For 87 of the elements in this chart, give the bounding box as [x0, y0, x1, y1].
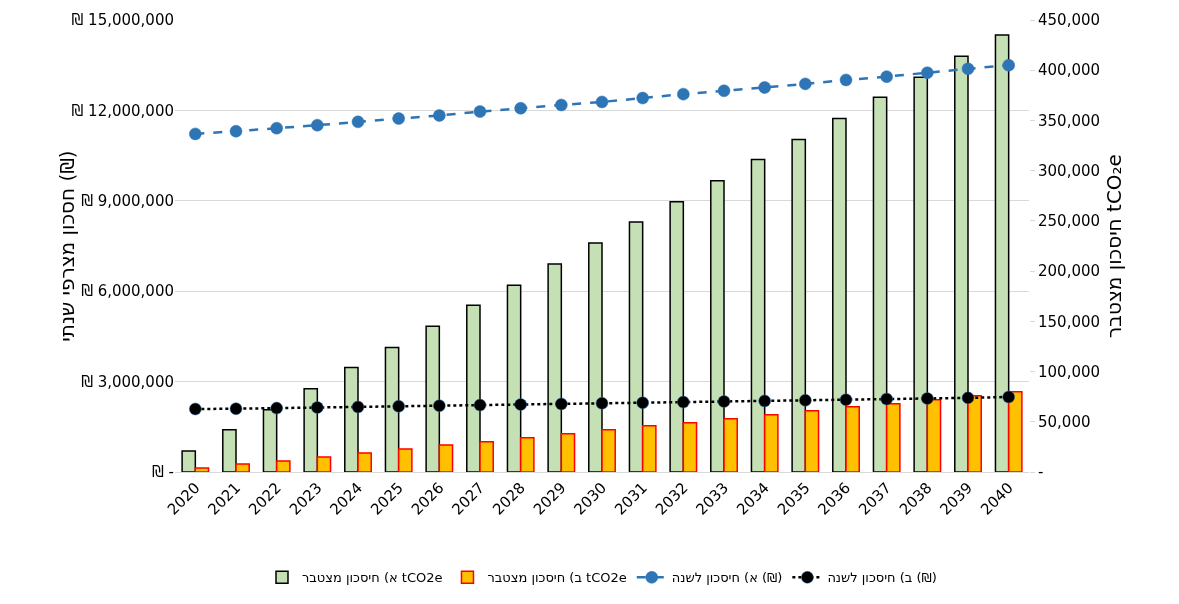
point: [758, 81, 771, 94]
bar: [275, 460, 291, 472]
point: [270, 121, 283, 135]
y2-tick-label: -: [1038, 463, 1044, 482]
point: [880, 392, 893, 406]
point: [473, 105, 487, 118]
bar: [519, 437, 535, 472]
bar: [763, 414, 779, 472]
point: [351, 400, 365, 414]
point: [473, 398, 487, 412]
bar: [885, 402, 901, 472]
point: [311, 118, 324, 132]
point: [189, 402, 202, 416]
point: [514, 102, 527, 115]
point: [717, 84, 731, 98]
point: [189, 127, 202, 141]
y2-tick-label: 400,000: [1038, 61, 1101, 80]
y2-tick-label: 100,000: [1038, 362, 1101, 381]
point: [1002, 58, 1015, 72]
bar: [682, 422, 698, 472]
point: [717, 395, 731, 408]
point: [636, 91, 649, 105]
bar: [397, 448, 413, 472]
bar: [845, 405, 860, 472]
y2-tick-label: 150,000: [1038, 312, 1101, 331]
bar: [194, 467, 210, 472]
bar: [222, 429, 237, 472]
bar: [479, 441, 494, 472]
y2-tick-label: 250,000: [1038, 212, 1101, 231]
point: [433, 109, 446, 122]
bar: [181, 450, 197, 472]
point: [880, 70, 893, 83]
point: [392, 112, 405, 125]
point: [311, 401, 324, 414]
point: [392, 400, 405, 413]
bar: [560, 433, 576, 472]
bar: [235, 463, 250, 472]
y2-tick-label: 300,000: [1038, 161, 1101, 180]
bar: [601, 429, 616, 472]
bar: [967, 394, 982, 472]
point: [799, 394, 812, 407]
y2-axis-title: חיסכון מצטבר tCO₂e: [1102, 154, 1127, 338]
legend-label: א) חיסכון לשנה (₪): [671, 570, 783, 586]
point: [961, 391, 975, 405]
point: [433, 399, 446, 412]
y-tick-label: ₪ 6,000,000: [81, 282, 174, 301]
y-tick-label: ₪ 3,000,000: [81, 372, 174, 391]
point: [921, 392, 934, 405]
y2-tick-label: 50,000: [1038, 413, 1091, 432]
bar: [316, 456, 332, 472]
y-tick-label: ₪ 9,000,000: [81, 192, 174, 211]
point: [351, 115, 365, 129]
point: [961, 62, 975, 76]
point: [758, 394, 771, 408]
point: [636, 396, 649, 409]
y2-tick-label: 450,000: [1038, 11, 1101, 30]
legend-label: א) חיסכון מצטבר tCO2e: [302, 570, 443, 586]
point: [921, 66, 934, 79]
point: [555, 98, 568, 112]
y-tick-label: ₪ -: [152, 463, 174, 482]
point: [270, 401, 283, 415]
y2-tick-label: 350,000: [1038, 111, 1101, 130]
y-axis-title: חסכון מצרפי שנתי (₪): [55, 150, 80, 342]
bar: [804, 409, 820, 472]
point: [595, 397, 609, 410]
point: [839, 393, 853, 406]
point: [1002, 390, 1015, 404]
y-tick-label: ₪ 15,000,000: [71, 11, 174, 30]
point: [677, 87, 690, 101]
point: [514, 398, 527, 411]
bar: [723, 418, 738, 472]
point: [229, 124, 243, 138]
point: [677, 395, 690, 409]
point: [595, 95, 609, 109]
y-tick-label: ₪ 12,000,000: [71, 101, 174, 120]
point: [839, 73, 853, 87]
bar: [926, 398, 942, 472]
point: [555, 397, 568, 411]
legend-label: ב) חיסכון מצטבר tCO2e: [487, 570, 627, 586]
y2-tick-label: 200,000: [1038, 262, 1101, 281]
point: [229, 402, 243, 415]
bar: [438, 444, 454, 472]
bar: [641, 425, 657, 472]
point: [799, 77, 812, 91]
bar: [357, 452, 372, 472]
legend-label: ב) חיסכון לשנה (₪): [827, 570, 937, 586]
bar: [1007, 390, 1023, 472]
